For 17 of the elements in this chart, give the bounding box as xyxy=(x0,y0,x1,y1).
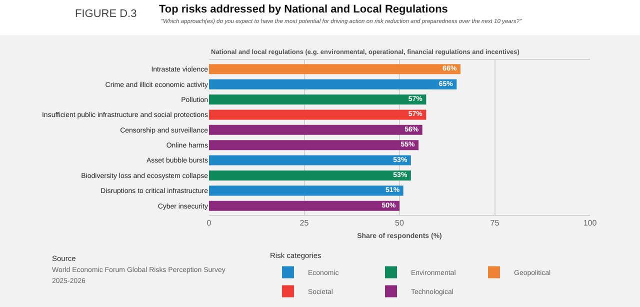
x-tick-label: 50 xyxy=(395,218,404,228)
bar xyxy=(209,110,426,120)
bar xyxy=(209,186,404,196)
chart-title: Top risks addressed by National and Local Regulations xyxy=(159,3,448,16)
bar xyxy=(209,155,411,166)
text: FIGURE D.3 xyxy=(75,8,137,20)
bar xyxy=(209,124,422,135)
bar xyxy=(209,79,457,90)
bar xyxy=(209,140,419,150)
bar xyxy=(209,170,411,180)
x-tick-label: 75 xyxy=(490,218,500,228)
x-tick-label: 0 xyxy=(206,218,212,228)
bar xyxy=(209,94,426,105)
bar xyxy=(209,200,400,211)
bar xyxy=(209,64,460,74)
x-tick-label: 25 xyxy=(300,218,310,228)
x-tick-label: 100 xyxy=(583,218,598,228)
